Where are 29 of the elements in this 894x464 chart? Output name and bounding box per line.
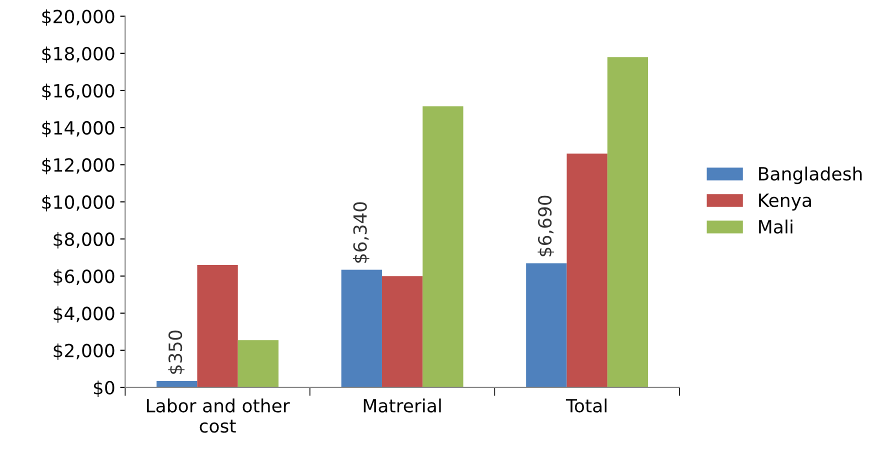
data-label: $350 [168,330,185,374]
bar [607,57,648,388]
y-tick-label: $20,000 [42,9,114,26]
bar [197,264,238,388]
legend-label: Kenya [759,194,811,211]
y-tick-label: $8,000 [54,232,114,248]
bar [382,276,423,388]
bar [156,380,198,388]
y-tick-label: $6,000 [54,269,114,286]
x-tick-label: Matrerial [364,398,441,413]
y-tick-label: $4,000 [54,306,114,323]
bar [422,106,464,388]
y-tick-label: $12,000 [42,158,114,174]
x-tick-label: Labor and other cost [147,398,290,433]
y-tick-label: $18,000 [42,46,114,63]
data-label: $6,690 [538,196,554,256]
bar [238,340,279,388]
bar [566,154,608,388]
legend-label: Mali [759,220,792,234]
y-tick-label: $2,000 [54,343,114,360]
legend-label: Bangladesh [759,166,862,184]
y-tick-label: $14,000 [42,120,114,138]
x-tick-label: Total [566,398,606,413]
y-tick-label: $16,000 [42,84,114,100]
bar [526,263,567,388]
y-tick-label: $10,000 [42,194,114,212]
y-tick-label: $0 [94,380,114,397]
bar [341,270,382,388]
data-label: $6,340 [352,202,370,263]
